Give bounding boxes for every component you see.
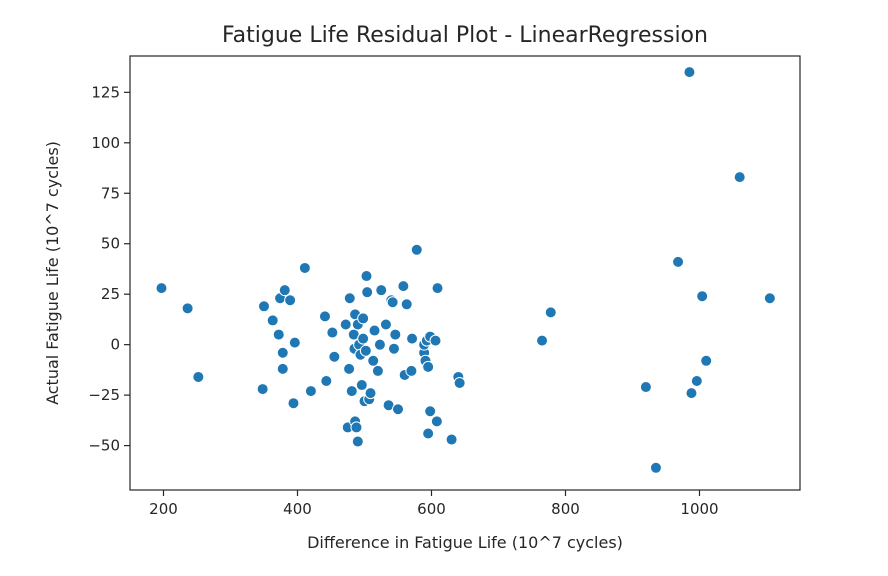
plot-frame xyxy=(129,55,801,491)
scatter-point xyxy=(672,255,685,268)
scatter-point xyxy=(326,326,339,339)
scatter-point xyxy=(696,290,709,303)
scatter-point xyxy=(733,171,746,184)
y-tick-label: 0 xyxy=(110,336,120,354)
scatter-point xyxy=(700,354,713,367)
scatter-point xyxy=(430,415,443,428)
x-tick-label: 600 xyxy=(417,500,446,518)
chart-title: Fatigue Life Residual Plot - LinearRegre… xyxy=(222,23,708,48)
scatter-point xyxy=(690,374,703,387)
scatter-point xyxy=(359,344,372,357)
scatter-point xyxy=(328,350,341,363)
scatter-point xyxy=(155,282,168,295)
y-tick-label: 125 xyxy=(91,83,120,101)
scatter-point xyxy=(361,286,374,299)
scatter-point xyxy=(355,379,368,392)
scatter-point xyxy=(387,342,400,355)
scatter-point xyxy=(422,427,435,440)
x-tick-label: 1000 xyxy=(680,500,718,518)
scatter-point xyxy=(649,461,662,474)
scatter-point xyxy=(453,377,466,390)
scatter-point xyxy=(345,385,358,398)
scatter-point xyxy=(284,294,297,307)
scatter-point xyxy=(288,336,301,349)
scatter-point xyxy=(287,397,300,410)
scatter-point xyxy=(357,332,370,345)
y-tick-label: 25 xyxy=(101,285,120,303)
scatter-point xyxy=(536,334,549,347)
y-tick-label: −25 xyxy=(88,386,120,404)
scatter-point xyxy=(266,314,279,327)
scatter-point xyxy=(343,362,356,375)
axis-ticks: 200 400 600 800 1000 −50 −25 0 25 50 75 100 125 xyxy=(88,83,718,518)
y-tick-label: 50 xyxy=(101,235,120,253)
scatter-point xyxy=(429,334,442,347)
x-tick-label: 400 xyxy=(283,500,312,518)
scatter-point xyxy=(639,381,652,394)
scatter-point xyxy=(368,324,381,337)
scatter-point xyxy=(373,338,386,351)
y-axis-label: Actual Fatigue Life (10^7 cycles) xyxy=(43,141,62,405)
scatter-point xyxy=(405,364,418,377)
scatter-point xyxy=(683,66,696,79)
scatter-point xyxy=(389,328,402,341)
scatter-point xyxy=(397,280,410,293)
scatter-point xyxy=(357,312,370,325)
scatter-point xyxy=(272,328,285,341)
scatter-point xyxy=(685,387,698,400)
scatter-point xyxy=(406,332,419,345)
y-tick-label: 100 xyxy=(91,134,120,152)
scatter-point xyxy=(422,360,435,373)
scatter-point xyxy=(445,433,458,446)
x-tick-label: 200 xyxy=(149,500,178,518)
scatter-point xyxy=(424,405,437,418)
scatter-point xyxy=(431,282,444,295)
scatter-point xyxy=(258,300,270,313)
x-axis-label: Difference in Fatigue Life (10^7 cycles) xyxy=(307,533,623,552)
scatter-point xyxy=(392,403,404,416)
scatter-point xyxy=(544,306,557,319)
scatter-point xyxy=(276,346,289,359)
scatter-point xyxy=(763,292,776,305)
scatter-point xyxy=(410,243,423,256)
scatter-point xyxy=(256,383,269,396)
scatter-point xyxy=(304,385,317,398)
y-tick-label: −50 xyxy=(88,437,120,455)
scatter-point xyxy=(318,310,331,323)
y-tick-label: 75 xyxy=(101,184,120,202)
scatter-point xyxy=(276,362,289,375)
scatter-point xyxy=(278,284,291,297)
scatter-point xyxy=(181,302,194,315)
scatter-point xyxy=(367,354,380,367)
x-tick-label: 800 xyxy=(551,500,580,518)
scatter-point xyxy=(350,421,363,434)
scatter-point xyxy=(343,292,356,305)
scatter-point xyxy=(400,298,413,311)
scatter-point xyxy=(375,284,388,297)
scatter-point xyxy=(351,435,364,448)
scatter-point xyxy=(192,370,205,383)
scatter-point xyxy=(371,364,384,377)
scatter-point xyxy=(379,318,392,331)
scatter-point xyxy=(364,387,377,400)
scatter-point xyxy=(339,318,352,331)
scatter-point xyxy=(298,261,311,274)
scatter-point xyxy=(360,270,373,283)
scatter-point xyxy=(386,296,399,309)
data-points xyxy=(155,66,776,474)
scatter-point xyxy=(320,374,333,387)
